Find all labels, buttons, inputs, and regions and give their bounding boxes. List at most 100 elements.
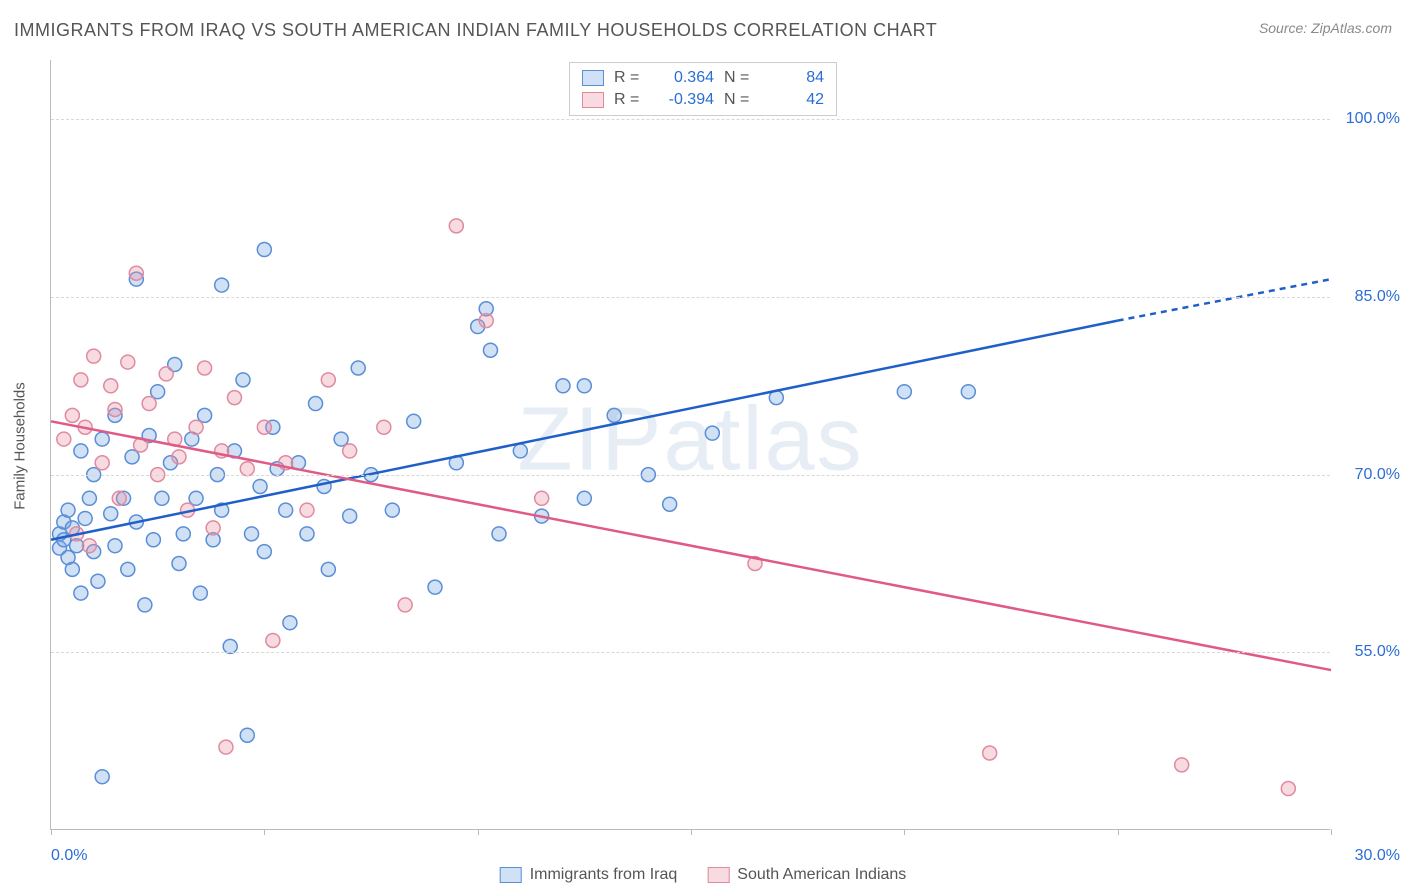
data-point-iraq: [309, 397, 323, 411]
chart-source: Source: ZipAtlas.com: [1259, 20, 1392, 36]
data-point-iraq: [428, 580, 442, 594]
data-point-iraq: [483, 343, 497, 357]
data-point-iraq: [245, 527, 259, 541]
data-point-sai: [227, 391, 241, 405]
data-point-iraq: [334, 432, 348, 446]
data-point-iraq: [556, 379, 570, 393]
data-point-iraq: [492, 527, 506, 541]
legend-label-sai: South American Indians: [737, 866, 906, 884]
legend-row-iraq: R = 0.364 N = 84: [582, 67, 824, 89]
source-label: Source:: [1259, 20, 1307, 36]
y-tick-label: 85.0%: [1340, 288, 1400, 306]
r-value-sai: -0.394: [652, 91, 714, 109]
data-point-iraq: [253, 479, 267, 493]
data-point-iraq: [172, 556, 186, 570]
data-point-sai: [159, 367, 173, 381]
n-label-iraq: N =: [724, 69, 752, 87]
data-point-iraq: [321, 562, 335, 576]
y-axis-label: Family Households: [12, 382, 29, 510]
x-tick-mark: [264, 829, 265, 835]
data-point-sai: [189, 420, 203, 434]
data-point-sai: [108, 402, 122, 416]
y-tick-label: 100.0%: [1340, 110, 1400, 128]
data-point-iraq: [257, 243, 271, 257]
source-value: ZipAtlas.com: [1311, 20, 1392, 36]
data-point-iraq: [82, 491, 96, 505]
data-point-sai: [206, 521, 220, 535]
legend-row-sai: R = -0.394 N = 42: [582, 89, 824, 111]
data-point-iraq: [125, 450, 139, 464]
data-point-iraq: [74, 586, 88, 600]
y-tick-label: 55.0%: [1340, 643, 1400, 661]
data-point-iraq: [121, 562, 135, 576]
data-point-sai: [198, 361, 212, 375]
data-point-sai: [112, 491, 126, 505]
data-point-iraq: [65, 562, 79, 576]
data-point-iraq: [104, 507, 118, 521]
data-point-iraq: [138, 598, 152, 612]
data-point-sai: [266, 633, 280, 647]
data-point-iraq: [961, 385, 975, 399]
data-point-iraq: [513, 444, 527, 458]
data-point-sai: [535, 491, 549, 505]
data-point-iraq: [240, 728, 254, 742]
data-point-iraq: [108, 539, 122, 553]
data-point-sai: [479, 314, 493, 328]
data-point-iraq: [61, 503, 75, 517]
x-tick-mark: [478, 829, 479, 835]
data-point-iraq: [577, 379, 591, 393]
swatch-sai: [582, 92, 604, 108]
data-point-sai: [142, 397, 156, 411]
data-point-sai: [398, 598, 412, 612]
data-point-iraq: [279, 503, 293, 517]
trend-line-dash-iraq: [1118, 279, 1331, 320]
data-point-sai: [95, 456, 109, 470]
data-point-sai: [377, 420, 391, 434]
data-point-iraq: [74, 444, 88, 458]
swatch-iraq-bottom: [500, 867, 522, 883]
data-point-sai: [74, 373, 88, 387]
data-point-sai: [82, 539, 96, 553]
data-point-iraq: [663, 497, 677, 511]
data-point-iraq: [577, 491, 591, 505]
gridline: [51, 297, 1330, 298]
data-point-sai: [65, 408, 79, 422]
data-point-sai: [257, 420, 271, 434]
data-point-iraq: [189, 491, 203, 505]
data-point-sai: [121, 355, 135, 369]
y-tick-label: 70.0%: [1340, 466, 1400, 484]
data-point-iraq: [351, 361, 365, 375]
gridline: [51, 475, 1330, 476]
data-point-sai: [240, 462, 254, 476]
plot-area: ZIPatlas 55.0%70.0%85.0%100.0%0.0%30.0%: [50, 60, 1330, 830]
data-point-sai: [57, 432, 71, 446]
data-point-iraq: [95, 432, 109, 446]
data-point-iraq: [198, 408, 212, 422]
data-point-sai: [104, 379, 118, 393]
n-label-sai: N =: [724, 91, 752, 109]
data-point-iraq: [257, 545, 271, 559]
r-label-iraq: R =: [614, 69, 642, 87]
data-point-sai: [300, 503, 314, 517]
title-bar: IMMIGRANTS FROM IRAQ VS SOUTH AMERICAN I…: [14, 20, 1392, 41]
data-point-sai: [219, 740, 233, 754]
x-tick-label-end: 30.0%: [1355, 847, 1400, 865]
data-point-iraq: [146, 533, 160, 547]
x-tick-mark: [1118, 829, 1119, 835]
data-point-iraq: [236, 373, 250, 387]
data-point-iraq: [343, 509, 357, 523]
data-point-sai: [129, 266, 143, 280]
x-tick-mark: [691, 829, 692, 835]
r-value-iraq: 0.364: [652, 69, 714, 87]
data-point-sai: [172, 450, 186, 464]
legend-series: Immigrants from Iraq South American Indi…: [500, 866, 907, 884]
data-point-iraq: [283, 616, 297, 630]
data-point-iraq: [95, 770, 109, 784]
data-point-iraq: [91, 574, 105, 588]
trend-line-sai: [51, 421, 1331, 670]
data-point-iraq: [78, 511, 92, 525]
data-point-iraq: [176, 527, 190, 541]
legend-label-iraq: Immigrants from Iraq: [530, 866, 678, 884]
data-point-iraq: [385, 503, 399, 517]
x-tick-label-start: 0.0%: [51, 847, 87, 865]
